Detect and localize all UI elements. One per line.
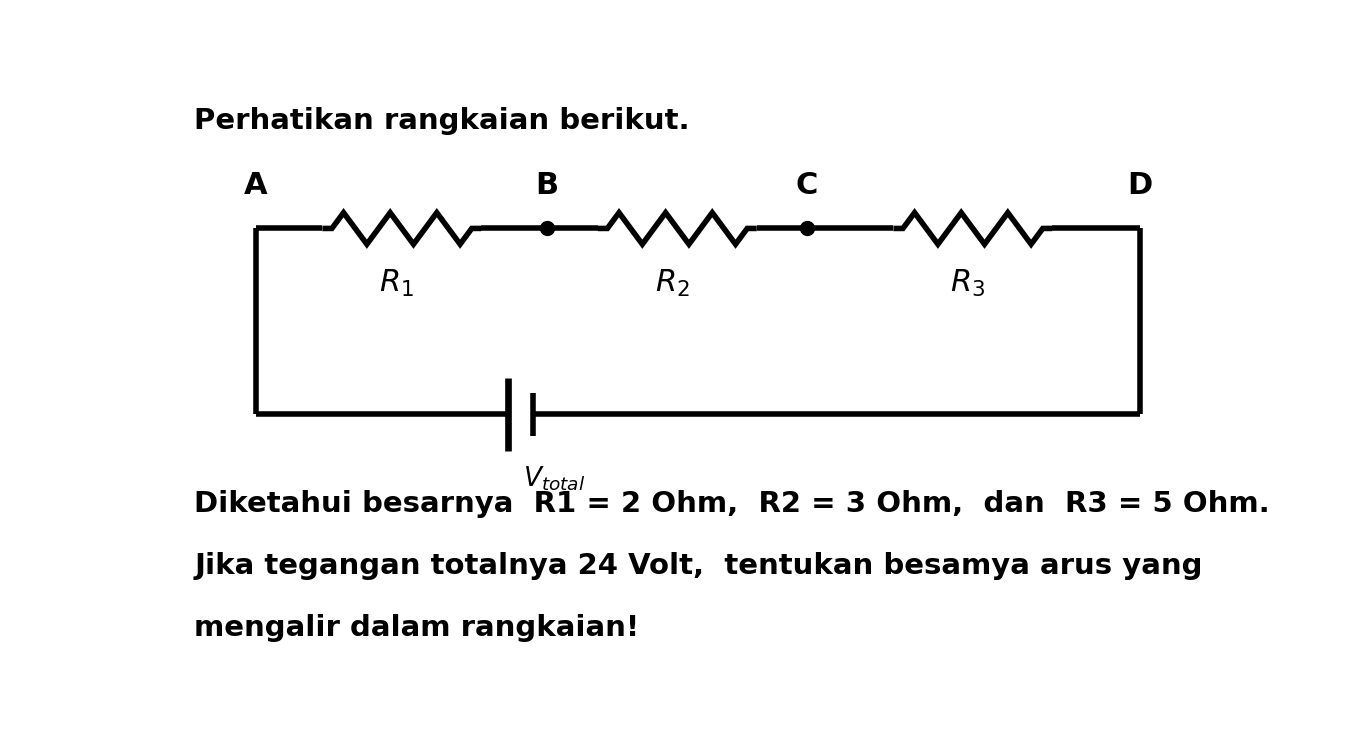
Text: B: B [536, 171, 559, 200]
Text: Diketahui besarnya  R1 = 2 Ohm,  R2 = 3 Ohm,  dan  R3 = 5 Ohm.: Diketahui besarnya R1 = 2 Ohm, R2 = 3 Oh… [194, 491, 1270, 518]
Text: A: A [243, 171, 268, 200]
Text: $R_2$: $R_2$ [655, 268, 689, 299]
Text: Jika tegangan totalnya 24 Volt,  tentukan besamya arus yang: Jika tegangan totalnya 24 Volt, tentukan… [194, 552, 1203, 580]
Text: mengalir dalam rangkaian!: mengalir dalam rangkaian! [194, 614, 640, 642]
Text: $R_3$: $R_3$ [950, 268, 986, 299]
Point [536, 222, 558, 234]
Text: Perhatikan rangkaian berikut.: Perhatikan rangkaian berikut. [194, 107, 690, 135]
Point [796, 222, 817, 234]
Text: C: C [796, 171, 817, 200]
Text: D: D [1128, 171, 1152, 200]
Text: $V_{total}$: $V_{total}$ [522, 465, 585, 493]
Text: $R_1$: $R_1$ [379, 268, 414, 299]
